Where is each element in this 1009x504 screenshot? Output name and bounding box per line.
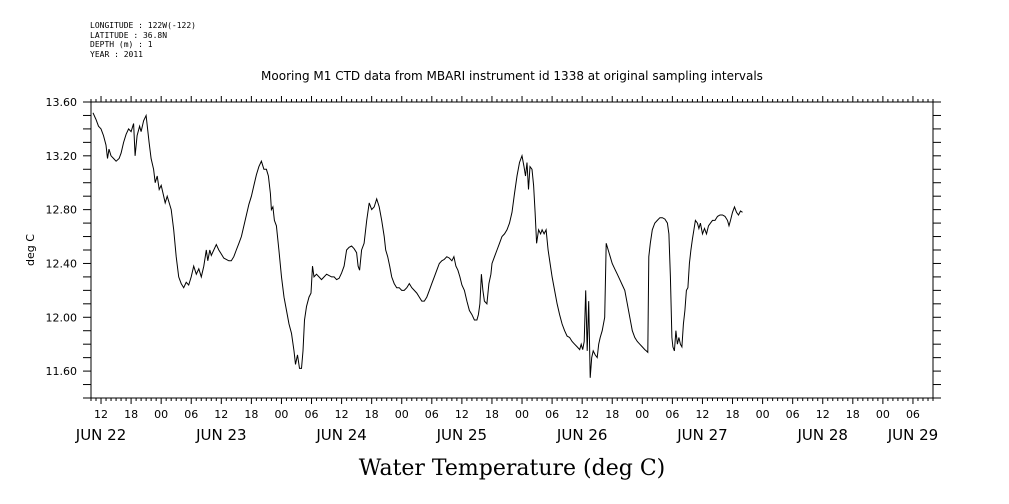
x-hour-label: 18 (365, 408, 379, 421)
x-hour-label: 00 (154, 408, 168, 421)
x-day-label: JUN 22 (75, 426, 126, 444)
meta-depth: DEPTH (m) : 1 (90, 40, 153, 49)
x-hour-label: 12 (94, 408, 108, 421)
x-hour-label: 00 (515, 408, 529, 421)
x-hour-label: 06 (786, 408, 800, 421)
x-hour-label: 18 (244, 408, 258, 421)
y-axis: 13.60 13.20 12.80 12.40 12.00 11.60 (46, 96, 941, 399)
x-hour-label: 06 (425, 408, 439, 421)
plot-frame (90, 101, 934, 399)
meta-longitude: LONGITUDE : 122W(-122) (90, 21, 196, 30)
x-hour-label: 00 (635, 408, 649, 421)
x-hour-label: 06 (665, 408, 679, 421)
y-tick-label: 12.00 (46, 311, 78, 324)
plot-area (92, 112, 743, 378)
y-tick-label: 13.60 (46, 96, 78, 109)
x-hour-label: 00 (876, 408, 890, 421)
x-hour-label: 12 (214, 408, 228, 421)
y-tick-label: 12.40 (46, 257, 78, 270)
x-hour-label: 06 (906, 408, 920, 421)
x-hour-label: 18 (726, 408, 740, 421)
y-tick-label: 13.20 (46, 150, 78, 163)
x-hour-label: 18 (124, 408, 138, 421)
metadata-block: LONGITUDE : 122W(-122) LATITUDE : 36.8N … (90, 21, 196, 59)
temperature-series-line (92, 112, 743, 378)
x-axis: 12 18 00 06 12 18 00 06 12 18 00 06 12 18 00 06 12 18 00 06… (75, 96, 938, 444)
x-hour-label: 18 (605, 408, 619, 421)
x-day-label: JUN 26 (556, 426, 607, 444)
x-day-label: JUN 24 (315, 426, 366, 444)
y-axis-label: deg C (24, 234, 37, 266)
x-day-label: JUN 25 (436, 426, 487, 444)
x-hour-label: 18 (846, 408, 860, 421)
x-hour-label: 06 (305, 408, 319, 421)
x-day-label: JUN 29 (887, 426, 938, 444)
x-hour-label: 12 (575, 408, 589, 421)
x-hour-label: 06 (184, 408, 198, 421)
x-axis-label: Water Temperature (deg C) (359, 456, 666, 481)
x-hour-label: 00 (756, 408, 770, 421)
x-hour-label: 12 (816, 408, 830, 421)
y-tick-label: 12.80 (46, 204, 78, 217)
meta-latitude: LATITUDE : 36.8N (90, 30, 168, 40)
x-day-label: JUN 23 (195, 426, 246, 444)
x-day-label: JUN 27 (676, 426, 727, 444)
chart-title: Mooring M1 CTD data from MBARI instrumen… (261, 69, 763, 83)
y-tick-label: 11.60 (46, 365, 78, 378)
x-hour-label: 00 (395, 408, 409, 421)
meta-year: YEAR : 2011 (90, 49, 143, 59)
x-day-label: JUN 28 (796, 426, 847, 444)
x-hour-label: 18 (485, 408, 499, 421)
x-hour-label: 12 (695, 408, 709, 421)
x-hour-label: 12 (335, 408, 349, 421)
x-hour-label: 12 (455, 408, 469, 421)
x-hour-label: 00 (274, 408, 288, 421)
x-hour-label: 06 (545, 408, 559, 421)
